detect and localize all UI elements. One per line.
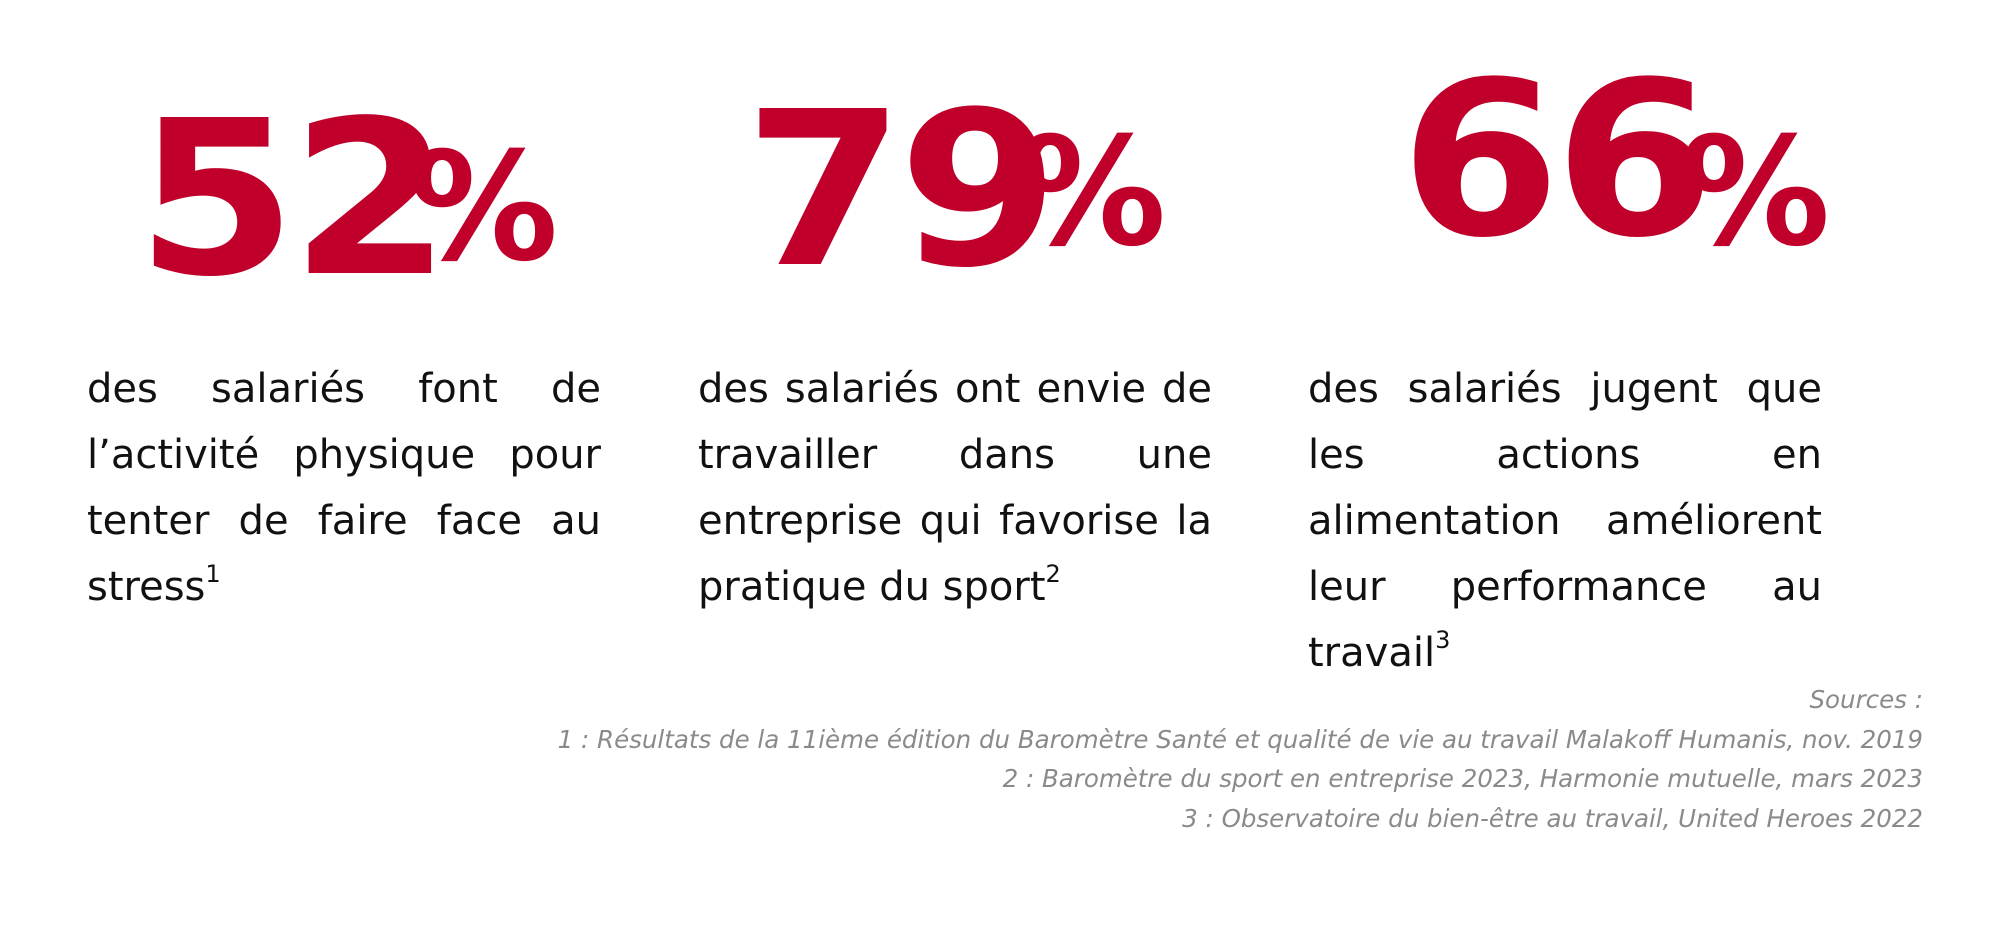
stat-description: des salariés font de l’activité physique… bbox=[87, 356, 601, 620]
footnote-marker: 1 bbox=[205, 559, 221, 588]
percent-sign: % bbox=[1016, 106, 1167, 280]
stat-value: 79 bbox=[744, 66, 1059, 315]
description-text: des salariés ont envie de travailler dan… bbox=[698, 366, 1212, 610]
percent-sign: % bbox=[408, 121, 559, 295]
source-item-3: 3 : Observatoire du bien-être au travail… bbox=[1182, 803, 1923, 833]
description-text: des salariés font de l’activité physique… bbox=[87, 366, 601, 610]
stat-value: 52 bbox=[136, 75, 451, 324]
description-text: des salariés jugent que les actions en a… bbox=[1308, 366, 1822, 676]
stat-value: 66 bbox=[1400, 36, 1715, 285]
footnote-marker: 3 bbox=[1435, 625, 1451, 654]
percent-sign: % bbox=[1680, 106, 1831, 280]
source-item-2: 2 : Baromètre du sport en entreprise 202… bbox=[1002, 764, 1923, 793]
sources-title: Sources : bbox=[1809, 685, 1924, 714]
sources-block: Sources : 1 : Résultats de la 11ième édi… bbox=[558, 680, 1923, 838]
stat-description: des salariés jugent que les actions en a… bbox=[1308, 356, 1822, 686]
stat-description: des salariés ont envie de travailler dan… bbox=[698, 356, 1212, 620]
footnote-marker: 2 bbox=[1045, 559, 1061, 588]
source-item-1: 1 : Résultats de la 11ième édition du Ba… bbox=[557, 724, 1923, 754]
